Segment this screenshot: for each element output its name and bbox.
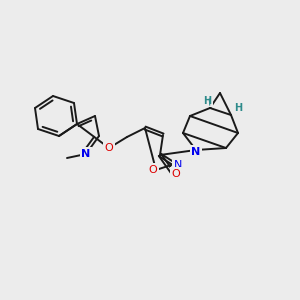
Text: H: H	[234, 103, 242, 113]
Text: H: H	[203, 96, 211, 106]
Text: O: O	[148, 165, 158, 175]
Text: N: N	[191, 147, 201, 157]
Text: N: N	[174, 160, 182, 170]
Text: N: N	[81, 149, 91, 159]
Text: O: O	[172, 169, 180, 179]
Text: O: O	[105, 143, 113, 153]
